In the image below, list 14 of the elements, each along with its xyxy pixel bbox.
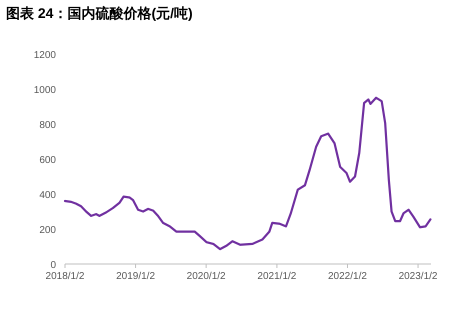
y-tick-label: 0 bbox=[50, 260, 56, 271]
x-tick-label: 2018/1/2 bbox=[46, 271, 85, 282]
x-tick-label: 2022/1/2 bbox=[328, 271, 368, 282]
x-tick-label: 2020/1/2 bbox=[186, 271, 226, 282]
y-tick-label: 1200 bbox=[34, 50, 56, 61]
y-tick-label: 400 bbox=[39, 190, 56, 201]
y-tick-label: 200 bbox=[39, 225, 56, 236]
x-tick-label: 2023/1/2 bbox=[398, 271, 438, 282]
y-tick-label: 600 bbox=[39, 155, 56, 166]
x-tick-label: 2019/1/2 bbox=[116, 271, 156, 282]
x-tick-label: 2021/1/2 bbox=[257, 271, 297, 282]
y-tick-label: 800 bbox=[39, 120, 56, 131]
y-tick-label: 1000 bbox=[34, 85, 56, 96]
title: 图表 24：国内硫酸价格(元/吨) bbox=[6, 5, 193, 21]
